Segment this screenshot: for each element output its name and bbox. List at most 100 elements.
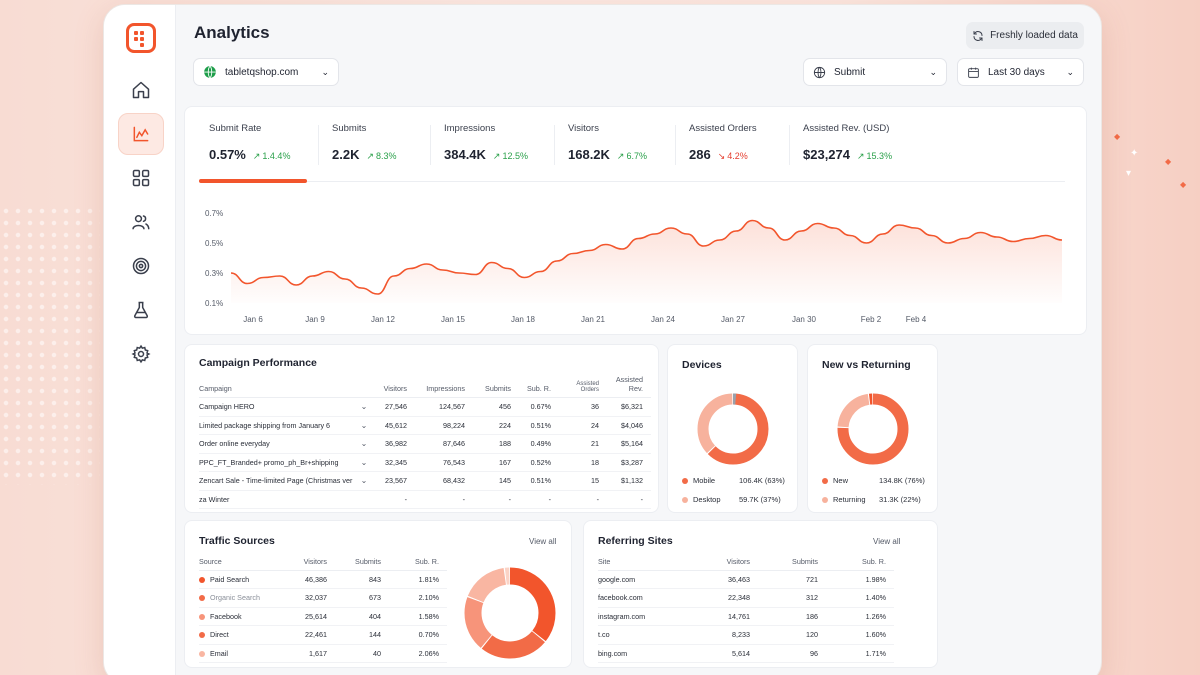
table-cell: 22,348	[698, 588, 758, 608]
date-range-select[interactable]: Last 30 days ⌄	[957, 58, 1084, 86]
table-row[interactable]: Zencart Sale - Time-limited Page (Christ…	[199, 471, 651, 491]
sidebar-item-settings[interactable]	[118, 333, 164, 375]
table-row[interactable]: Facebook 25,614 404 1.58%	[199, 607, 447, 626]
kpi-change-value: 4.2%	[727, 151, 748, 161]
donut-segment	[464, 567, 556, 659]
table-cell: 68,432	[415, 471, 473, 491]
divider	[318, 125, 319, 165]
chevron-down-icon[interactable]: ⌄	[357, 416, 371, 435]
table-cell: 0.49%	[519, 434, 559, 454]
table-cell: 1,617	[287, 644, 335, 663]
table-cell: 673	[335, 588, 389, 608]
table-row[interactable]: google.com 36,463 721 1.98%	[598, 570, 894, 589]
table-row[interactable]: instagram.com 14,761 186 1.26%	[598, 607, 894, 626]
traffic-view-all-link[interactable]: View all	[529, 537, 557, 546]
sidebar-item-analytics[interactable]	[118, 113, 164, 155]
table-row[interactable]: bing.com 5,614 96 1.71%	[598, 644, 894, 663]
chevron-down-icon[interactable]: ⌄	[357, 471, 371, 491]
table-cell: 404	[335, 607, 389, 626]
table-cell: 23,567	[371, 471, 415, 491]
new-returning-card: New vs Returning New 134.8K (76%) Returni…	[807, 344, 938, 513]
table-row[interactable]: za Winter - - - - - -	[199, 490, 651, 509]
source-name: Paid Search	[210, 574, 250, 584]
table-row[interactable]: Campaign HERO ⌄ 27,546 124,567 456 0.67% 36 $6,…	[199, 397, 651, 417]
table-cell: 144	[335, 625, 389, 645]
table-cell: $6,321	[607, 397, 651, 417]
table-cell: 98,224	[415, 416, 473, 435]
legend-label: Mobile	[693, 476, 716, 485]
table-cell: 1.60%	[826, 625, 894, 645]
table-cell: $5,164	[607, 434, 651, 454]
refresh-button[interactable]: Freshly loaded data	[966, 22, 1084, 49]
table-cell: -	[607, 490, 651, 509]
kpi-tile[interactable]: Assisted Rev. (USD) $23,274 ↗ 15.3%	[803, 123, 892, 162]
col-header: Source	[199, 553, 287, 571]
date-range-value: Last 30 days	[988, 66, 1045, 78]
kpi-value: 286	[689, 147, 711, 162]
source-name: Email	[210, 648, 228, 658]
traffic-sources-card: Traffic Sources View all Source Visitors…	[184, 520, 572, 668]
table-row[interactable]: Organic Search 32,037 673 2.10%	[199, 588, 447, 608]
legend-value: 31.3K (22%)	[879, 495, 921, 504]
source-color-dot	[199, 650, 205, 657]
legend-label: New	[833, 476, 849, 485]
kpi-tile[interactable]: Visitors 168.2K ↗ 6.7%	[568, 123, 647, 162]
chevron-down-icon: ⌄	[929, 66, 937, 77]
chevron-down-icon[interactable]: ⌄	[357, 434, 371, 454]
active-kpi-indicator	[199, 179, 307, 183]
x-tick-label: Jan 18	[511, 315, 536, 324]
chevron-down-icon[interactable]: ⌄	[357, 397, 371, 417]
table-cell: $3,287	[607, 453, 651, 472]
kpi-value: 2.2K	[332, 147, 360, 162]
source-cell: Organic Search	[199, 588, 287, 608]
table-cell: -	[559, 490, 607, 509]
referring-view-all-link[interactable]: View all	[873, 537, 901, 546]
campaign-name: PPC_FT_Branded+ promo_ph_Br+shipping	[199, 453, 357, 472]
sidebar-item-dashboard[interactable]	[118, 157, 164, 199]
y-tick-label: 0.3%	[205, 269, 223, 278]
background-dots	[0, 205, 100, 485]
y-tick-label: 0.7%	[205, 209, 223, 218]
col-header: Submits	[473, 375, 519, 398]
sidebar-item-home[interactable]	[118, 69, 164, 111]
source-cell: Facebook	[199, 607, 287, 626]
kpi-tile[interactable]: Submits 2.2K ↗ 8.3%	[332, 123, 397, 162]
campaign-table: Campaign Visitors Impressions Submits Su…	[199, 375, 651, 509]
kpi-change-value: 1.4.4%	[262, 151, 291, 161]
chevron-down-icon[interactable]: ⌄	[357, 453, 371, 472]
table-row[interactable]: Paid Search 46,386 843 1.81%	[199, 570, 447, 589]
col-header: Assisted Rev.	[607, 375, 651, 398]
table-cell: 1.71%	[826, 644, 894, 663]
sidebar-item-goals[interactable]	[118, 245, 164, 287]
referring-title: Referring Sites	[598, 535, 673, 547]
globe-outline-icon	[813, 66, 826, 78]
table-row[interactable]: Direct 22,461 144 0.70%	[199, 625, 447, 645]
source-cell: Paid Search	[199, 570, 287, 589]
source-cell: Direct	[199, 625, 287, 645]
table-row[interactable]: t.co 8,233 120 1.60%	[598, 625, 894, 645]
col-header: Sub. R.	[519, 375, 559, 398]
sidebar-item-audience[interactable]	[118, 201, 164, 243]
kpi-tile[interactable]: Impressions 384.4K ↗ 12.5%	[444, 123, 528, 162]
table-cell: 145	[473, 471, 519, 491]
x-tick-label: Feb 4	[906, 315, 927, 324]
table-row[interactable]: Email 1,617 40 2.06%	[199, 644, 447, 663]
kpi-change: ↗ 12.5%	[493, 151, 528, 162]
divider	[430, 125, 431, 165]
table-row[interactable]: Limited package shipping from January 6 ⌄…	[199, 416, 651, 435]
kpi-tile[interactable]: Submit Rate 0.57% ↗ 1.4.4%	[209, 123, 290, 162]
metric-select[interactable]: Submit ⌄	[803, 58, 947, 86]
sidebar-item-experiments[interactable]	[118, 289, 164, 331]
kpi-tile[interactable]: Assisted Orders 286 ↘ 4.2%	[689, 123, 757, 162]
table-row[interactable]: facebook.com 22,348 312 1.40%	[598, 588, 894, 608]
legend-dot	[682, 477, 688, 484]
table-row[interactable]: PPC_FT_Branded+ promo_ph_Br+shipping ⌄ 32,…	[199, 453, 651, 472]
kpi-label: Assisted Orders	[689, 123, 757, 134]
legend-label: Returning	[833, 495, 866, 504]
traffic-table: Source Visitors Submits Sub. R. Paid Sea…	[199, 553, 447, 663]
table-row[interactable]: Order online everyday ⌄ 36,982 87,646 188 0.4…	[199, 434, 651, 454]
col-header: Site	[598, 553, 698, 571]
new-returning-donut-chart	[837, 393, 909, 465]
x-tick-label: Jan 6	[243, 315, 263, 324]
site-select[interactable]: tabletqshop.com ⌄	[193, 58, 339, 86]
